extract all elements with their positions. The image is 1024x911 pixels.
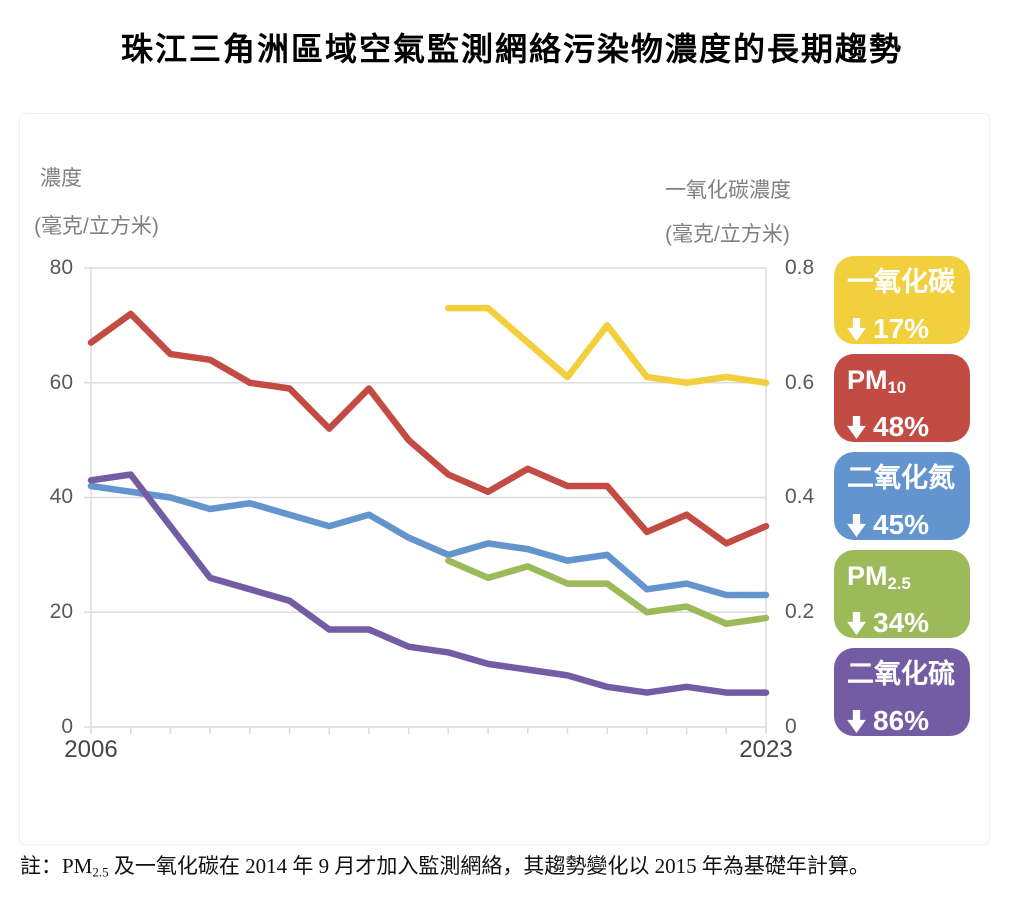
series-line-PM10 bbox=[87, 310, 770, 547]
legend-change: 34% bbox=[873, 607, 930, 639]
series-line-一氧化碳 bbox=[445, 304, 770, 386]
right-axis-unit-line1: 一氧化碳濃度 bbox=[665, 179, 791, 202]
legend-label: 二氧化硫 bbox=[847, 659, 955, 689]
series-line-二氧化硫 bbox=[87, 471, 770, 696]
left-axis-tick: 40 bbox=[49, 485, 73, 508]
legend-badge: PM10 48% bbox=[834, 354, 970, 442]
down-arrow-icon bbox=[847, 415, 866, 439]
right-axis-tick: 0.8 bbox=[785, 256, 815, 279]
right-axis-tick: 0.6 bbox=[785, 371, 815, 394]
left-axis-tick: 80 bbox=[49, 256, 73, 279]
legend-badge: 一氧化碳 17% bbox=[834, 256, 970, 344]
page-title: 珠江三角洲區域空氣監測網絡污染物濃度的長期趨勢 bbox=[120, 31, 903, 67]
legend-change: 17% bbox=[873, 313, 930, 345]
series-line-PM2.5 bbox=[445, 557, 770, 627]
left-axis-tick: 0 bbox=[61, 715, 73, 738]
plot-area bbox=[84, 267, 770, 734]
down-arrow-icon bbox=[847, 317, 866, 341]
legend-badge: PM2.5 34% bbox=[834, 550, 970, 638]
legend-badge: 二氧化硫 86% bbox=[834, 648, 970, 736]
legend-change: 45% bbox=[873, 509, 930, 541]
left-axis-unit-line1: 濃度 bbox=[40, 167, 82, 190]
right-axis-tick: 0.4 bbox=[785, 485, 815, 508]
legend-label: 一氧化碳 bbox=[847, 267, 955, 297]
right-axis-tick: 0.2 bbox=[785, 600, 815, 623]
right-axis-tick: 0 bbox=[785, 715, 797, 738]
left-axis-unit-line2: (毫克/立方米) bbox=[34, 215, 159, 238]
right-axis-unit-line2: (毫克/立方米) bbox=[665, 223, 790, 246]
series-line-二氧化氮 bbox=[87, 482, 770, 599]
legend-label: 二氧化氮 bbox=[847, 463, 955, 493]
legend-label: PM10 bbox=[847, 365, 907, 398]
legend-badge: 二氧化氮 45% bbox=[834, 452, 970, 540]
footnote: 註：PM2.5 及一氧化碳在 2014 年 9 月才加入監測網絡，其趨勢變化以 … bbox=[20, 854, 870, 880]
legend: 一氧化碳 17% PM10 48% 二氧化氮 45% PM2.5 34% 二氧化… bbox=[834, 256, 970, 736]
legend-change: 48% bbox=[873, 411, 930, 443]
left-axis-tick: 60 bbox=[49, 371, 73, 394]
legend-label: PM2.5 bbox=[847, 561, 911, 594]
left-axis-tick: 20 bbox=[49, 600, 73, 623]
down-arrow-icon bbox=[847, 709, 866, 733]
x-axis-end-label: 2023 bbox=[739, 736, 793, 763]
down-arrow-icon bbox=[847, 611, 866, 635]
chart-card: 濃度 (毫克/立方米) 一氧化碳濃度 (毫克/立方米) 80 60 40 20 … bbox=[19, 113, 990, 845]
legend-change: 86% bbox=[873, 705, 930, 737]
down-arrow-icon bbox=[847, 513, 866, 537]
x-axis-start-label: 2006 bbox=[64, 736, 118, 763]
